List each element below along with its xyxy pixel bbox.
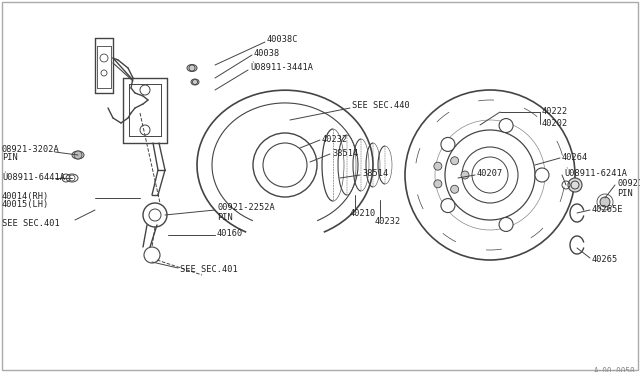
Text: SEE SEC.440: SEE SEC.440: [352, 102, 410, 110]
Circle shape: [441, 199, 455, 212]
Text: A·00·005β: A·00·005β: [593, 367, 635, 372]
Circle shape: [499, 119, 513, 132]
Circle shape: [535, 168, 549, 182]
Text: 40222: 40222: [542, 106, 568, 115]
Circle shape: [568, 178, 582, 192]
Text: 40265E: 40265E: [592, 205, 623, 214]
Ellipse shape: [191, 79, 199, 85]
Circle shape: [461, 171, 469, 179]
Text: 40160: 40160: [217, 230, 243, 238]
Text: 40232: 40232: [375, 217, 401, 225]
Text: SEE SEC.401: SEE SEC.401: [2, 218, 60, 228]
Circle shape: [451, 157, 459, 165]
Ellipse shape: [187, 64, 197, 71]
Circle shape: [600, 197, 610, 207]
Text: 40015(LH): 40015(LH): [2, 199, 49, 208]
Text: 40207: 40207: [477, 170, 503, 179]
Circle shape: [434, 180, 442, 188]
Text: 00921-5402A: 00921-5402A: [617, 180, 640, 189]
Text: 38514: 38514: [362, 170, 388, 179]
Text: 40232: 40232: [322, 135, 348, 144]
Circle shape: [74, 151, 82, 159]
Text: PIN: PIN: [2, 154, 18, 163]
Text: 08921-3202A: 08921-3202A: [2, 145, 60, 154]
Text: Ù08911-6441A: Ù08911-6441A: [2, 173, 65, 182]
Text: 00921-2252A: 00921-2252A: [217, 203, 275, 212]
Ellipse shape: [72, 151, 84, 159]
Text: 40210: 40210: [350, 208, 376, 218]
Circle shape: [499, 218, 513, 231]
Circle shape: [434, 162, 442, 170]
Text: 40038C: 40038C: [267, 35, 298, 45]
Text: PIN: PIN: [617, 189, 633, 198]
Text: 40014(RH): 40014(RH): [2, 192, 49, 201]
Text: 38514: 38514: [332, 148, 358, 157]
Text: Ù08911-3441A: Ù08911-3441A: [250, 64, 313, 73]
Text: PIN: PIN: [217, 212, 233, 221]
Text: 40038: 40038: [254, 48, 280, 58]
Circle shape: [451, 185, 459, 193]
Text: SEE SEC.401: SEE SEC.401: [180, 266, 237, 275]
Text: 40202: 40202: [542, 119, 568, 128]
Circle shape: [441, 137, 455, 151]
Text: 40265: 40265: [592, 256, 618, 264]
Text: Ù08911-6241A: Ù08911-6241A: [564, 169, 627, 177]
Text: 40264: 40264: [562, 153, 588, 161]
